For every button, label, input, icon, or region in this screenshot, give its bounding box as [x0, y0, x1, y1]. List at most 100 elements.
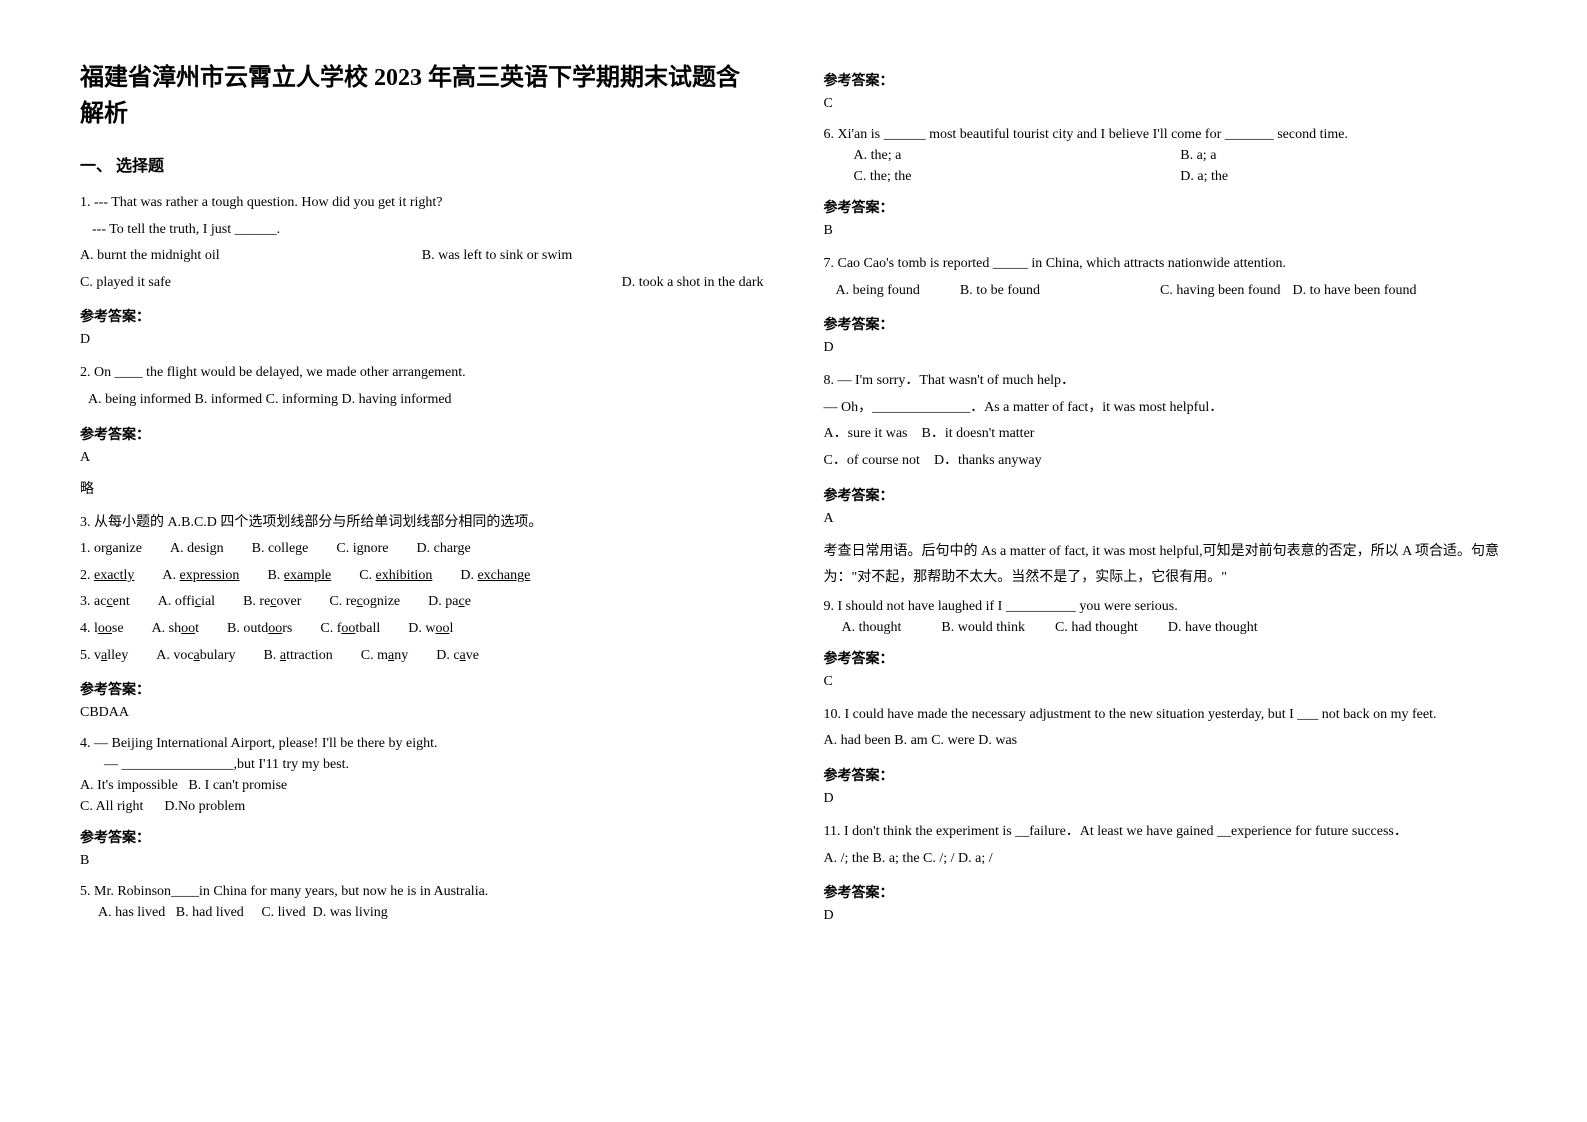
q3-r2-word: 2. exactly [80, 563, 134, 590]
question-11: 11. I don't think the experiment is __fa… [824, 819, 1508, 872]
q1-option-d: D. took a shot in the dark [422, 270, 764, 297]
q2-stem: 2. On ____ the flight would be delayed, … [80, 360, 764, 387]
q4-option-d: D.No problem [164, 799, 245, 814]
q6-stem: 6. Xi'an is ______ most beautiful touris… [824, 124, 1508, 145]
answer-label: 参考答案： [824, 314, 1508, 334]
q10-answer: D [824, 791, 1508, 807]
question-7: 7. Cao Cao's tomb is reported _____ in C… [824, 251, 1508, 304]
q1-stem-line1: 1. --- That was rather a tough question.… [80, 190, 764, 217]
q3-r3-a: A. official [158, 589, 215, 616]
q3-r4-word: 4. loose [80, 616, 124, 643]
left-column: 福建省漳州市云霄立人学校 2023 年高三英语下学期期末试题含解析 一、 选择题… [80, 60, 764, 936]
answer-label: 参考答案： [824, 485, 1508, 505]
q3-r3-b: B. recover [243, 589, 301, 616]
q1-stem-line2: --- To tell the truth, I just ______. [92, 217, 764, 244]
q2-answer: A [80, 450, 764, 466]
q5-option-b: B. had lived [176, 905, 244, 920]
q3-r5-b: B. attraction [264, 643, 333, 670]
q7-answer: D [824, 340, 1508, 356]
q7-option-d: D. to have been found [1293, 278, 1417, 305]
q3-row-5: 5. valley A. vocabulary B. attraction C.… [80, 643, 764, 670]
answer-label: 参考答案： [80, 827, 764, 847]
q3-row-2: 2. exactly A. expression B. example C. e… [80, 563, 764, 590]
question-3: 3. 从每小题的 A.B.C.D 四个选项划线部分与所给单词划线部分相同的选项。… [80, 510, 764, 670]
q3-r5-d: D. cave [436, 643, 479, 670]
q3-r2-c: C. exhibition [359, 563, 432, 590]
q8-answer: A [824, 511, 1508, 527]
q3-r2-d: D. exchange [460, 563, 530, 590]
q2-options: A. being informed B. informed C. informi… [88, 387, 764, 414]
q4-answer: B [80, 853, 764, 869]
q11-stem: 11. I don't think the experiment is __fa… [824, 819, 1508, 846]
q8-option-d: D．thanks anyway [934, 453, 1042, 468]
question-8: 8. — I'm sorry．That wasn't of much help．… [824, 368, 1508, 474]
q6-option-a: A. the; a [854, 145, 1181, 166]
document-title: 福建省漳州市云霄立人学校 2023 年高三英语下学期期末试题含解析 [80, 60, 764, 132]
document-page: 福建省漳州市云霄立人学校 2023 年高三英语下学期期末试题含解析 一、 选择题… [0, 0, 1587, 996]
q1-option-b: B. was left to sink or swim [422, 243, 764, 270]
q3-row-3: 3. accent A. official B. recover C. reco… [80, 589, 764, 616]
q9-option-c: C. had thought [1055, 617, 1138, 638]
q4-stem-line1: 4. — Beijing International Airport, plea… [80, 733, 764, 754]
q1-option-a: A. burnt the midnight oil [80, 243, 422, 270]
q8-option-b: B．it doesn't matter [922, 426, 1035, 441]
q3-stem: 3. 从每小题的 A.B.C.D 四个选项划线部分与所给单词划线部分相同的选项。 [80, 510, 764, 537]
q9-option-d: D. have thought [1168, 617, 1258, 638]
q3-r1-c: C. ignore [336, 536, 388, 563]
question-10: 10. I could have made the necessary adju… [824, 702, 1508, 755]
q3-r4-d: D. wool [408, 616, 453, 643]
right-column: 参考答案： C 6. Xi'an is ______ most beautifu… [824, 60, 1508, 936]
question-6: 6. Xi'an is ______ most beautiful touris… [824, 124, 1508, 187]
q3-r4-c: C. football [320, 616, 380, 643]
q6-answer: B [824, 223, 1508, 239]
q3-row-4: 4. loose A. shoot B. outdoors C. footbal… [80, 616, 764, 643]
answer-label: 参考答案： [80, 679, 764, 699]
q2-note: 略 [80, 478, 764, 498]
q4-stem-line2: — ________________,but I'11 try my best. [104, 754, 764, 775]
q8-option-c: C．of course not [824, 453, 920, 468]
q6-option-d: D. a; the [1180, 166, 1507, 187]
q3-r5-a: A. vocabulary [156, 643, 235, 670]
q3-r3-word: 3. accent [80, 589, 130, 616]
q9-answer: C [824, 674, 1508, 690]
question-9: 9. I should not have laughed if I ______… [824, 596, 1508, 638]
question-5: 5. Mr. Robinson____in China for many yea… [80, 881, 764, 923]
q9-option-b: B. would think [941, 617, 1025, 638]
q10-stem: 10. I could have made the necessary adju… [824, 702, 1508, 729]
q4-option-a: A. It's impossible [80, 778, 178, 793]
q5-option-a: A. has lived [98, 905, 165, 920]
q1-answer: D [80, 332, 764, 348]
q3-r3-c: C. recognize [329, 589, 400, 616]
q8-option-a: A．sure it was [824, 426, 908, 441]
question-1: 1. --- That was rather a tough question.… [80, 190, 764, 296]
q9-option-a: A. thought [842, 617, 902, 638]
q7-option-b: B. to be found [960, 278, 1040, 305]
q8-stem-line2: — Oh，______________．As a matter of fact，… [824, 395, 1508, 422]
answer-label: 参考答案： [824, 648, 1508, 668]
answer-label: 参考答案： [80, 306, 764, 326]
q9-stem: 9. I should not have laughed if I ______… [824, 596, 1508, 617]
answer-label: 参考答案： [824, 882, 1508, 902]
answer-label: 参考答案： [80, 424, 764, 444]
q7-stem: 7. Cao Cao's tomb is reported _____ in C… [824, 251, 1508, 278]
q7-option-c: C. having been found [1160, 278, 1281, 305]
q4-option-c: C. All right [80, 799, 143, 814]
q5-option-d: D. was living [313, 905, 388, 920]
q3-r1-word: 1. organize [80, 536, 142, 563]
q5-option-c: C. lived [261, 905, 305, 920]
answer-label: 参考答案： [824, 197, 1508, 217]
q8-explanation: 考查日常用语。后句中的 As a matter of fact, it was … [824, 539, 1508, 592]
answer-label: 参考答案： [824, 765, 1508, 785]
q1-option-c: C. played it safe [80, 270, 422, 297]
q5-stem: 5. Mr. Robinson____in China for many yea… [80, 881, 764, 902]
question-4: 4. — Beijing International Airport, plea… [80, 733, 764, 817]
q3-r1-a: A. design [170, 536, 224, 563]
q3-r4-b: B. outdoors [227, 616, 292, 643]
q3-r3-d: D. pace [428, 589, 471, 616]
q7-option-a: A. being found [836, 278, 920, 305]
question-2: 2. On ____ the flight would be delayed, … [80, 360, 764, 413]
q3-r5-word: 5. valley [80, 643, 128, 670]
q6-option-c: C. the; the [854, 166, 1181, 187]
answer-label: 参考答案： [824, 70, 1508, 90]
q3-r4-a: A. shoot [152, 616, 199, 643]
